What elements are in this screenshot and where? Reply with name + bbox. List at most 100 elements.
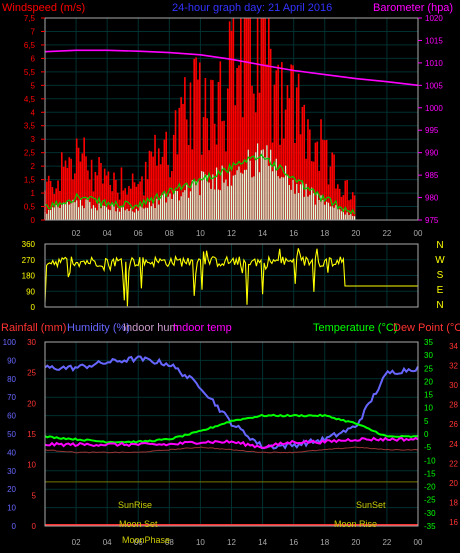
- x-tick-label: 06: [134, 229, 143, 238]
- x-tick-label: 14: [258, 538, 267, 547]
- windspeed-tick-label: 2,5: [24, 149, 36, 158]
- barometer-title: Barometer (hpa): [373, 2, 453, 14]
- rainfall-tick-label: 20: [27, 399, 36, 408]
- barometer-tick-label: 990: [425, 149, 439, 158]
- temperature-tick-label: 15: [424, 391, 433, 400]
- humidity-tick-label: 30: [7, 467, 16, 476]
- temperature-tick-label: 35: [424, 338, 433, 347]
- compass-label: E: [437, 285, 444, 296]
- x-tick-label: 12: [227, 229, 236, 238]
- barometer-tick-label: 995: [425, 126, 439, 135]
- x-tick-label: 12: [227, 538, 236, 547]
- direction-tick-label: 360: [22, 240, 36, 249]
- x-tick-label: 02: [72, 229, 81, 238]
- wind-average-line: [44, 153, 356, 215]
- dewpoint-tick-label: 34: [449, 342, 458, 351]
- windspeed-tick-label: 5: [31, 81, 36, 90]
- x-tick-label: 20: [351, 538, 360, 547]
- direction-tick-label: 180: [22, 272, 36, 281]
- compass-label: S: [437, 270, 444, 281]
- x-tick-label: 10: [196, 229, 205, 238]
- panel1-frame: [44, 17, 419, 221]
- temperature-line: [44, 413, 419, 444]
- windspeed-tick-label: 6,5: [24, 41, 36, 50]
- sunrise-label: SunRise: [118, 500, 152, 510]
- temperature-tick-label: -35: [424, 522, 436, 531]
- moonrise-label: Moon Rise: [334, 519, 377, 529]
- x-tick-label: 22: [382, 538, 391, 547]
- windspeed-tick-label: 0: [31, 216, 36, 225]
- barometer-line: [44, 49, 419, 87]
- dewpoint-tick-label: 28: [449, 401, 458, 410]
- humidity-tick-label: 90: [7, 356, 16, 365]
- rainfall-tick-label: 0: [32, 522, 37, 531]
- dewpoint-tick-label: 24: [449, 440, 458, 449]
- x-tick-label: 08: [165, 229, 174, 238]
- rainfall-title: Rainfall (mm): [1, 322, 66, 334]
- humidity-tick-label: 20: [7, 485, 16, 494]
- temperature-tick-label: -25: [424, 496, 436, 505]
- barometer-tick-label: 975: [425, 216, 439, 225]
- barometer-tick-label: 1020: [425, 14, 443, 23]
- sunset-label: SunSet: [356, 500, 386, 510]
- windspeed-tick-label: 4: [31, 108, 36, 117]
- temperature-tick-label: 5: [424, 417, 429, 426]
- x-tick-label: 02: [72, 538, 81, 547]
- x-tick-label: 00: [414, 538, 423, 547]
- x-tick-label: 18: [320, 538, 329, 547]
- compass-label: W: [435, 255, 445, 266]
- temperature-tick-label: -15: [424, 469, 436, 478]
- x-tick-label: 04: [103, 538, 112, 547]
- x-tick-label: 22: [382, 229, 391, 238]
- rainfall-tick-label: 5: [32, 491, 37, 500]
- x-tick-label: 08: [165, 538, 174, 547]
- dewpoint-tick-label: 32: [449, 362, 458, 371]
- windspeed-tick-label: 1: [31, 189, 36, 198]
- rainfall-tick-label: 25: [27, 369, 36, 378]
- data-layer: [44, 18, 419, 526]
- temperature-tick-label: 10: [424, 404, 433, 413]
- windspeed-tick-label: 2: [31, 162, 36, 171]
- temperature-tick-label: -10: [424, 456, 436, 465]
- humidity-tick-label: 100: [3, 338, 17, 347]
- dewpoint-tick-label: 18: [449, 498, 458, 507]
- humidity-tick-label: 70: [7, 393, 16, 402]
- direction-tick-label: 270: [22, 256, 36, 265]
- humidity-tick-label: 50: [7, 430, 16, 439]
- humidity-tick-label: 0: [12, 522, 17, 531]
- dewpoint-tick-label: 20: [449, 479, 458, 488]
- x-tick-label: 16: [289, 538, 298, 547]
- x-tick-label: 10: [196, 538, 205, 547]
- direction-tick-label: 90: [26, 287, 35, 296]
- frame-layer: 7,576,565,554,543,532,521,510,5010201015…: [3, 14, 459, 547]
- temperature-tick-label: -5: [424, 443, 432, 452]
- x-tick-label: 14: [258, 229, 267, 238]
- x-tick-label: 20: [351, 229, 360, 238]
- x-tick-label: 18: [320, 229, 329, 238]
- compass-label: N: [436, 300, 443, 311]
- graph-date-title: 24-hour graph day: 21 April 2016: [172, 2, 332, 14]
- x-tick-label: 16: [289, 229, 298, 238]
- barometer-tick-label: 980: [425, 194, 439, 203]
- indoor-temp-line: [44, 446, 419, 454]
- windspeed-title: Windspeed (m/s): [2, 2, 85, 14]
- wind-direction-line: [44, 248, 418, 307]
- indoor-temp-title: Indoor temp: [173, 322, 232, 334]
- humidity-tick-label: 60: [7, 412, 16, 421]
- panel2-frame: [44, 243, 419, 308]
- rainfall-tick-label: 30: [27, 338, 36, 347]
- barometer-tick-label: 1005: [425, 81, 443, 90]
- humidity-title: Humidity (%): [67, 322, 130, 334]
- temperature-tick-label: 20: [424, 377, 433, 386]
- x-tick-label: 00: [414, 229, 423, 238]
- barometer-tick-label: 1015: [425, 36, 443, 45]
- windspeed-tick-label: 7,5: [24, 14, 36, 23]
- temperature-tick-label: 30: [424, 351, 433, 360]
- dewpoint-line: [44, 436, 419, 449]
- moonset-label: Moon Set: [119, 519, 158, 529]
- temperature-tick-label: 0: [424, 430, 429, 439]
- dewpoint-tick-label: 22: [449, 459, 458, 468]
- temperature-tick-label: 25: [424, 364, 433, 373]
- compass-label: N: [436, 240, 443, 251]
